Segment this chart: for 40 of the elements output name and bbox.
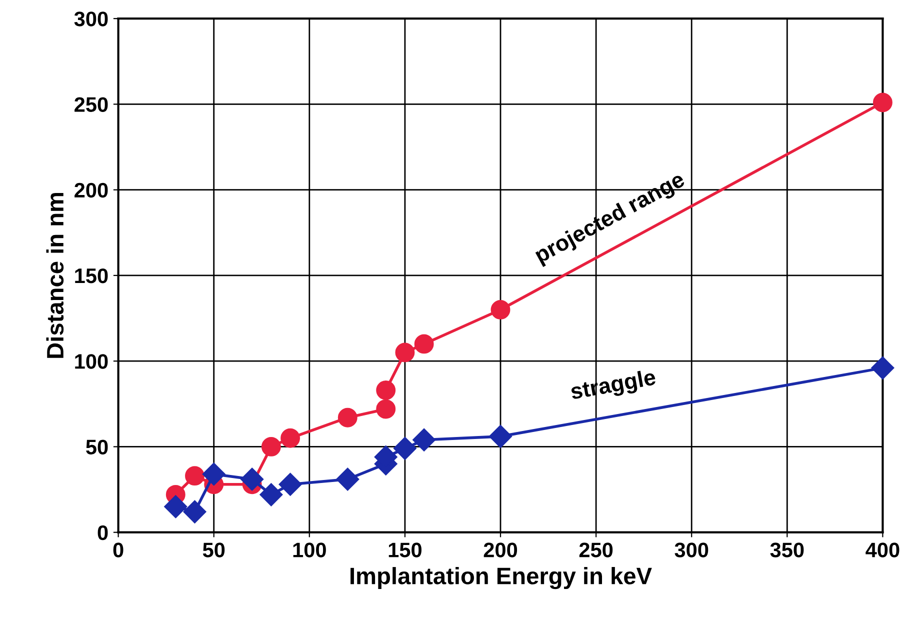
point [872,92,892,112]
point [260,483,283,506]
x-axis-title: Implantation Energy in keV [350,567,652,590]
point [338,408,358,428]
point [240,468,264,491]
point [185,466,204,486]
point [871,356,894,380]
y-tick-label: 150 [75,268,108,284]
x-tick-label: 200 [484,542,518,558]
point [490,300,510,320]
y-tick-label: 0 [98,525,108,540]
x-tick-label: 50 [202,542,225,558]
point [376,380,396,400]
point [261,436,281,456]
x-tick-label: 0 [113,542,124,558]
x-tick-label: 350 [770,542,804,558]
y-tick-label: 200 [74,182,108,198]
x-tick-label: 300 [674,542,708,558]
y-tick-label: 300 [74,12,108,26]
point [183,500,206,524]
x-tick-label: 250 [579,542,613,558]
point [376,399,396,419]
x-tick-label: 400 [866,542,900,558]
point [489,424,512,448]
point [395,342,415,362]
y-tick-label: 50 [86,440,108,454]
y-tick-label: 250 [74,97,108,112]
y-axis-title: Distance in nm [46,192,64,358]
point [202,462,226,486]
y-tick-label: 100 [75,354,108,369]
point [280,428,300,448]
point [412,428,436,452]
x-tick-label: 100 [293,542,326,558]
point [278,472,302,496]
point [393,436,416,460]
point [414,334,434,354]
point [336,468,360,491]
x-tick-label: 150 [388,542,422,558]
point [164,495,188,518]
text: straggle [570,368,657,404]
